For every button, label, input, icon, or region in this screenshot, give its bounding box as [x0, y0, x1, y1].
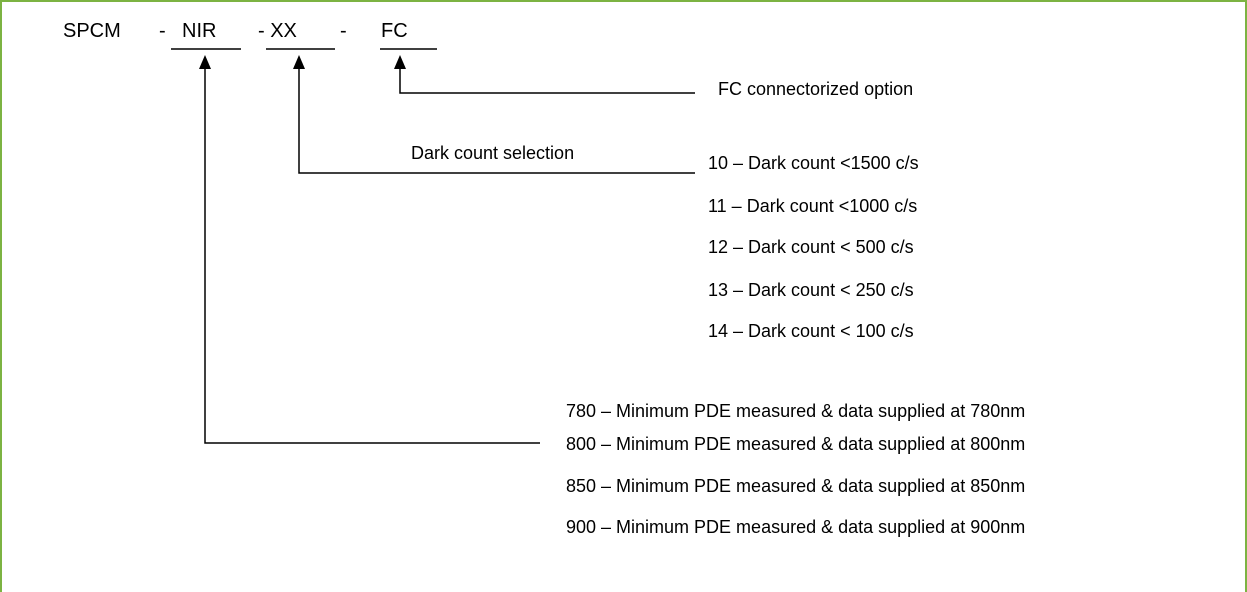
part-segment-fc: FC [381, 20, 408, 42]
part-prefix: SPCM [63, 20, 121, 42]
dark-count-option: 10 – Dark count <1500 c/s [708, 153, 919, 173]
part-segment-nir: NIR [182, 20, 217, 42]
part-segment-xx: - XX [258, 20, 297, 42]
dark-count-option: 12 – Dark count < 500 c/s [708, 237, 914, 257]
arrowhead-xx [293, 55, 305, 69]
leader-xx [298, 68, 695, 174]
part-separator-2: - [340, 20, 347, 42]
dark-count-option: 11 – Dark count <1000 c/s [708, 196, 918, 216]
dark-count-option: 13 – Dark count < 250 c/s [708, 280, 914, 300]
leader-nir [204, 68, 540, 444]
pde-option: 900 – Minimum PDE measured & data suppli… [566, 517, 1026, 537]
fc-option-label: FC connectorized option [718, 79, 914, 99]
pde-option: 800 – Minimum PDE measured & data suppli… [566, 434, 1026, 454]
arrowhead-fc [394, 55, 406, 69]
part-separator-1: - [159, 20, 166, 42]
pde-option: 850 – Minimum PDE measured & data suppli… [566, 476, 1026, 496]
pde-option: 780 – Minimum PDE measured & data suppli… [566, 401, 1026, 421]
dark-count-heading: Dark count selection [411, 143, 575, 163]
dark-count-option: 14 – Dark count < 100 c/s [708, 321, 914, 341]
arrowhead-nir [199, 55, 211, 69]
leader-fc [399, 68, 695, 94]
